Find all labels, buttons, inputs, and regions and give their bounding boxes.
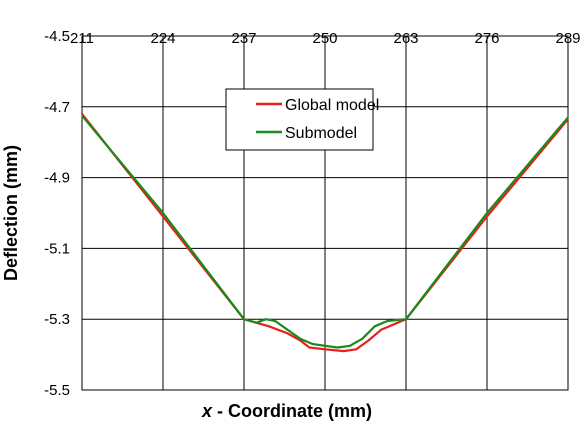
y-tick-label-2: -4.9 (44, 170, 70, 187)
y-tick-label-1: -4.7 (44, 99, 70, 116)
x-tick-label-5: 276 (474, 30, 499, 47)
series-lines (81, 113, 569, 353)
x-tick-label-6: 289 (555, 30, 580, 47)
plot-frame (81, 35, 569, 391)
y-tick-label-5: -5.5 (44, 382, 70, 399)
legend: Global model Submodel (225, 88, 379, 151)
legend-label-submodel: Submodel (285, 125, 357, 142)
y-tick-label-3: -5.1 (44, 240, 70, 257)
x-axis-title-rest: - Coordinate (mm) (212, 401, 372, 421)
x-axis-variable: x (201, 401, 213, 421)
x-tick-label-2: 237 (231, 30, 256, 47)
x-axis-title: x - Coordinate (mm) (201, 401, 372, 421)
x-tick-labels: 211 224 237 250 263 276 289 (70, 30, 580, 47)
y-axis-title: Deflection (mm) (1, 145, 21, 281)
legend-label-global-model: Global model (285, 97, 379, 114)
y-tick-labels: -4.5 -4.7 -4.9 -5.1 -5.3 -5.5 (44, 28, 70, 399)
x-tick-label-4: 263 (393, 30, 418, 47)
series-line-submodel (81, 114, 569, 349)
y-tick-label-0: -4.5 (44, 28, 70, 45)
x-tick-label-1: 224 (150, 30, 175, 47)
legend-box (225, 88, 374, 151)
x-tick-label-0: 211 (70, 30, 94, 47)
x-tick-label-3: 250 (312, 30, 337, 47)
y-tick-label-4: -5.3 (44, 311, 70, 328)
